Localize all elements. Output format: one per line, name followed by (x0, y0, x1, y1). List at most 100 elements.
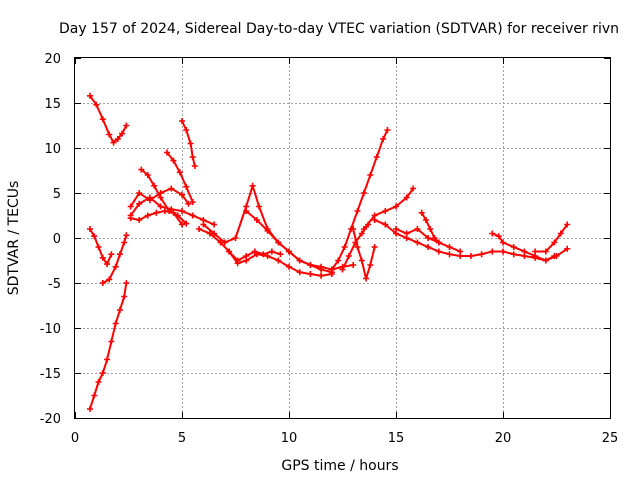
series-arc-20 (393, 226, 464, 255)
data-point (268, 248, 275, 255)
data-point (425, 244, 432, 250)
data-point (264, 253, 271, 259)
data-point (277, 251, 284, 258)
data-point (307, 262, 314, 268)
data-point (104, 356, 111, 363)
data-point (127, 203, 134, 210)
data-point (243, 208, 250, 214)
y-tick-label: 20 (44, 52, 61, 67)
data-point (307, 271, 314, 277)
data-point (350, 226, 357, 232)
data-point (373, 154, 380, 160)
data-point (335, 257, 342, 264)
data-point (127, 215, 134, 222)
data-point (360, 190, 367, 196)
data-point (564, 221, 571, 228)
data-point (106, 276, 113, 283)
series-trace (198, 228, 282, 262)
data-point (431, 235, 438, 241)
data-point (500, 248, 506, 255)
data-point (144, 172, 151, 178)
data-point (551, 239, 558, 246)
data-point (185, 200, 192, 207)
data-point (542, 257, 549, 264)
data-point (179, 221, 185, 228)
data-point (418, 209, 425, 216)
series-trace (362, 187, 415, 230)
data-point (93, 101, 100, 108)
x-tick-label: 10 (281, 431, 298, 446)
data-point (234, 260, 241, 267)
data-point (151, 182, 158, 189)
data-point (542, 248, 549, 255)
data-point (95, 379, 102, 385)
data-point (136, 200, 143, 207)
data-point (136, 217, 143, 223)
x-tick-label: 20 (495, 431, 512, 446)
data-point (95, 244, 102, 250)
data-point (500, 239, 506, 246)
data-point (521, 248, 528, 255)
data-point (446, 244, 453, 250)
data-point (457, 248, 464, 255)
data-point (371, 244, 378, 250)
data-point (296, 269, 303, 276)
series-arc-22 (489, 230, 558, 264)
y-tick-label: 5 (53, 187, 61, 202)
data-point (510, 251, 517, 258)
data-point (249, 182, 256, 189)
data-point (112, 263, 119, 270)
data-point (86, 406, 93, 412)
data-point (360, 226, 367, 232)
data-point (339, 266, 346, 273)
data-point (146, 197, 153, 204)
data-point (226, 248, 233, 255)
data-point (253, 217, 260, 223)
data-point (211, 221, 218, 228)
data-point (318, 272, 325, 279)
data-point (382, 208, 389, 214)
data-point (106, 131, 113, 138)
data-point (183, 220, 190, 227)
data-point (354, 244, 361, 250)
data-point (328, 266, 335, 273)
data-point (264, 227, 271, 234)
series-arc-09 (164, 149, 196, 205)
series-arc-18 (360, 185, 417, 232)
grid-lines (75, 58, 610, 418)
data-point (206, 230, 213, 237)
y-tick-label: 10 (44, 142, 61, 157)
data-point (99, 370, 106, 376)
data-point (114, 136, 121, 142)
data-point (557, 230, 564, 237)
data-point (123, 232, 130, 239)
data-point (510, 244, 517, 250)
series-arc-19 (371, 217, 571, 264)
data-point (196, 226, 203, 232)
data-point (410, 185, 417, 192)
series-arc-13 (226, 248, 335, 279)
x-axis-label: GPS time / hours (281, 458, 398, 474)
data-point (112, 320, 119, 327)
data-point (123, 122, 130, 129)
data-point (425, 235, 432, 241)
data-point (286, 248, 292, 255)
series-arc-23 (532, 221, 571, 255)
data-point (275, 257, 282, 264)
data-point (393, 203, 399, 210)
y-tick-label: -5 (48, 277, 61, 292)
series-trace (89, 282, 128, 410)
data-point (189, 154, 196, 160)
data-point (467, 253, 474, 259)
data-point (91, 392, 98, 399)
data-point (123, 280, 130, 286)
data-point (108, 251, 115, 258)
data-point (189, 199, 196, 205)
data-point (99, 254, 106, 261)
y-tick-label: -15 (40, 367, 61, 382)
y-tick-label: -10 (40, 322, 61, 337)
data-series (86, 92, 571, 412)
data-point (138, 166, 145, 173)
x-tick-label: 25 (602, 431, 619, 446)
